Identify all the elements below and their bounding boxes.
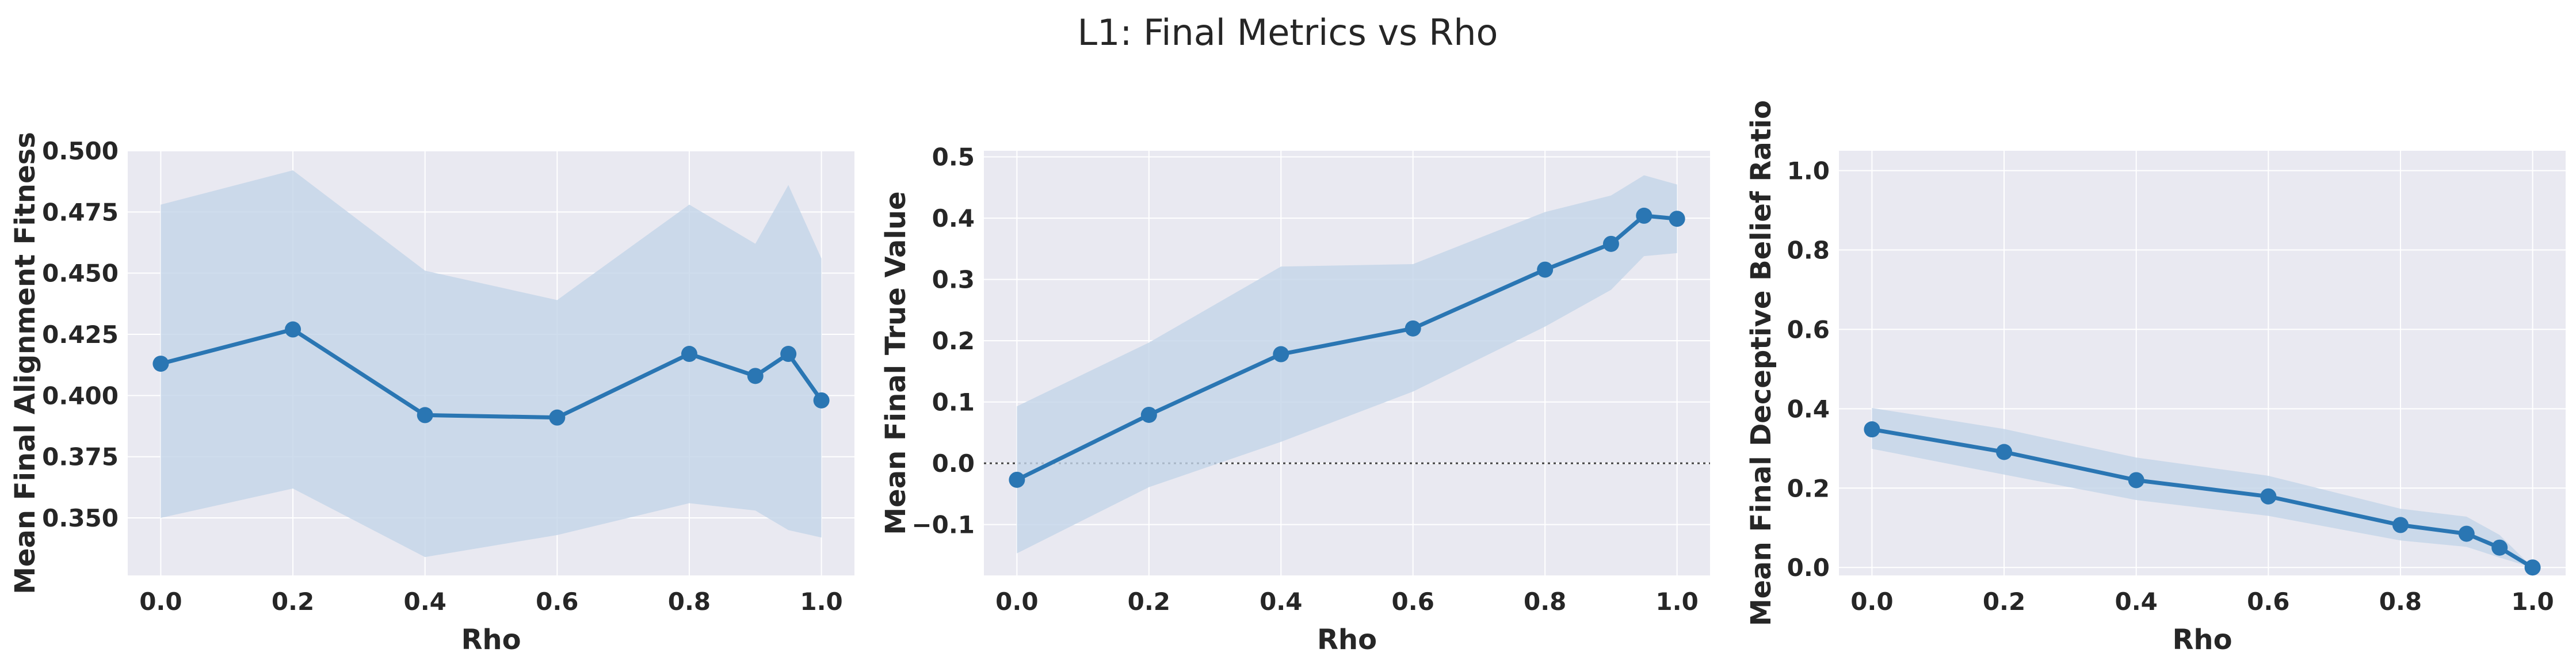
subplot-deceptive-belief-ratio: 0.0 0.2 0.4 0.6 0.8 1.0 0.0 0.2 0.4 0.6 0.8 1.0 Rho M… (1745, 100, 2566, 656)
chart-1-data-point (1405, 320, 1421, 337)
chart-0-data-point (549, 409, 566, 426)
chart-2-y-tick-label: 0.6 (1787, 315, 1830, 344)
chart-1-y-tick-label: 0.3 (932, 266, 975, 294)
chart-1-y-tick-label: 0.2 (932, 327, 975, 355)
chart-0-y-tick-label: 0.450 (42, 260, 119, 288)
chart-1-data-point (1636, 207, 1653, 224)
chart-2-data-point (2491, 539, 2508, 556)
subplot-true-value: 0.0 0.2 0.4 0.6 0.8 1.0 −0.1 0.0 0.1 0.2 0.3 0.4 0.5… (880, 143, 1710, 656)
chart-1-confidence-band (1017, 175, 1677, 554)
chart-0-y-tick-label: 0.425 (42, 321, 119, 349)
chart-2-data-point (1864, 421, 1880, 438)
chart-1-y-tick-label: −0.1 (911, 511, 975, 539)
chart-0-y-tick-label: 0.375 (42, 443, 119, 471)
chart-0-data-point (417, 407, 433, 424)
chart-2-x-tick-label: 0.2 (1983, 587, 2025, 616)
chart-1-y-tick-label: 0.1 (932, 388, 975, 417)
chart-2-data-point (2128, 472, 2144, 489)
chart-1-y-tick-label: 0.4 (932, 204, 975, 232)
chart-0-data-point (747, 368, 764, 384)
chart-2-data-point (2392, 517, 2409, 533)
chart-2-plot-area (1839, 151, 2566, 575)
chart-1-x-tick-label: 0.0 (995, 587, 1038, 616)
chart-0-y-axis-label: Mean Final Alignment Fitness (9, 132, 41, 594)
chart-2-data-point (1996, 444, 2013, 460)
chart-2-y-tick-label: 0.0 (1787, 554, 1830, 582)
chart-1-y-axis-label: Mean Final True Value (880, 191, 912, 535)
chart-2-y-tick-label: 1.0 (1787, 157, 1830, 185)
chart-0-x-tick-label: 0.4 (403, 587, 446, 616)
chart-0-x-tick-label: 0.6 (536, 587, 578, 616)
chart-2-x-tick-label: 0.8 (2379, 587, 2422, 616)
chart-0-x-tick-label: 0.8 (668, 587, 711, 616)
chart-1-data-point (1602, 235, 1619, 252)
chart-0-y-tick-label: 0.350 (42, 504, 119, 532)
chart-0-y-tick-label: 0.475 (42, 198, 119, 226)
subplot-alignment-fitness: 0.0 0.2 0.4 0.6 0.8 1.0 0.350 0.375 0.400 0.425 0.… (9, 132, 854, 656)
chart-0-x-tick-label: 0.0 (139, 587, 182, 616)
chart-1-x-tick-label: 1.0 (1655, 587, 1698, 616)
chart-2-x-tick-label: 1.0 (2511, 587, 2554, 616)
chart-1-x-tick-label: 0.6 (1392, 587, 1434, 616)
chart-0-data-point (813, 392, 830, 409)
chart-2-data-point (2524, 559, 2541, 576)
chart-1-data-point (1669, 211, 1685, 227)
chart-0-data-point (285, 321, 302, 338)
chart-2-x-tick-label: 0.4 (2115, 587, 2157, 616)
chart-0-confidence-band (161, 170, 822, 558)
chart-1-y-tick-label: 0.5 (932, 143, 975, 171)
chart-2-data-point (2458, 525, 2475, 542)
chart-1-data-point (1537, 261, 1554, 278)
chart-1-data-point (1140, 406, 1157, 423)
chart-1-x-tick-label: 0.4 (1260, 587, 1302, 616)
chart-0-data-point (780, 346, 797, 363)
chart-0-x-tick-label: 0.2 (272, 587, 314, 616)
chart-1-x-tick-label: 0.2 (1128, 587, 1170, 616)
chart-2-y-tick-label: 0.4 (1787, 395, 1830, 423)
chart-1-y-tick-label: 0.0 (932, 449, 975, 478)
figure-title: L1: Final Metrics vs Rho (1078, 12, 1498, 54)
chart-1-data-point (1273, 346, 1289, 363)
chart-2-y-axis-label: Mean Final Deceptive Belief Ratio (1745, 100, 1777, 626)
chart-0-y-tick-label: 0.400 (42, 381, 119, 410)
chart-2-x-tick-label: 0.6 (2247, 587, 2289, 616)
chart-0-x-axis-label: Rho (461, 624, 521, 656)
chart-2-y-tick-label: 0.8 (1787, 236, 1830, 264)
chart-0-data-point (681, 346, 697, 363)
chart-0-y-tick-label: 0.500 (42, 137, 119, 165)
chart-2-y-tick-label: 0.2 (1787, 474, 1830, 502)
chart-2-data-point (2260, 488, 2277, 505)
chart-0-x-tick-label: 1.0 (800, 587, 842, 616)
chart-0-data-point (152, 356, 169, 372)
chart-1-x-tick-label: 0.8 (1524, 587, 1566, 616)
chart-2-x-axis-label: Rho (2172, 624, 2232, 656)
chart-1-data-point (1009, 471, 1025, 488)
chart-2-x-tick-label: 0.0 (1850, 587, 1893, 616)
chart-1-x-axis-label: Rho (1317, 624, 1377, 656)
